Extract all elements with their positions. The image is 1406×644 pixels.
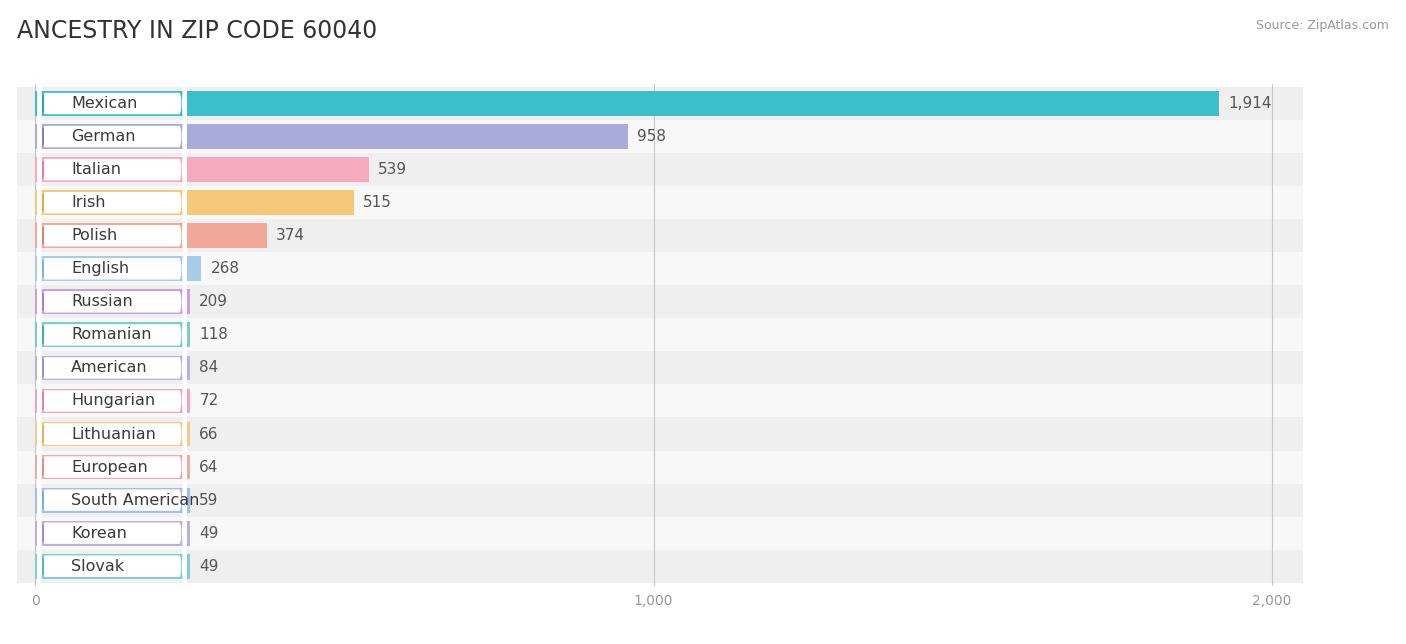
Bar (35, 323, 190, 347)
Bar (35, 455, 75, 480)
FancyBboxPatch shape (17, 252, 1303, 285)
Bar (35, 488, 72, 513)
Text: 515: 515 (363, 195, 392, 210)
Text: Hungarian: Hungarian (72, 393, 156, 408)
FancyBboxPatch shape (38, 48, 187, 644)
FancyBboxPatch shape (17, 516, 1303, 550)
Bar (35, 355, 87, 381)
FancyBboxPatch shape (38, 0, 187, 621)
Bar (35, 124, 627, 149)
Text: Korean: Korean (72, 526, 127, 541)
FancyBboxPatch shape (17, 120, 1303, 153)
Text: Source: ZipAtlas.com: Source: ZipAtlas.com (1256, 19, 1389, 32)
FancyBboxPatch shape (38, 15, 187, 644)
Text: 59: 59 (200, 493, 218, 507)
Bar (35, 521, 66, 545)
Text: 539: 539 (378, 162, 408, 177)
Bar (35, 323, 108, 347)
FancyBboxPatch shape (38, 180, 187, 644)
Bar (35, 422, 76, 446)
Text: 1,914: 1,914 (1227, 96, 1271, 111)
FancyBboxPatch shape (17, 451, 1303, 484)
FancyBboxPatch shape (17, 285, 1303, 318)
FancyBboxPatch shape (17, 318, 1303, 352)
Text: ANCESTRY IN ZIP CODE 60040: ANCESTRY IN ZIP CODE 60040 (17, 19, 377, 43)
Text: 958: 958 (637, 129, 666, 144)
Text: German: German (72, 129, 136, 144)
Text: 374: 374 (276, 228, 305, 243)
Text: 268: 268 (211, 261, 239, 276)
Bar (35, 554, 66, 578)
Bar (35, 388, 80, 413)
Text: European: European (72, 460, 148, 475)
Bar (35, 554, 190, 578)
Text: Italian: Italian (72, 162, 121, 177)
FancyBboxPatch shape (38, 0, 187, 522)
Bar (35, 223, 267, 248)
FancyBboxPatch shape (17, 87, 1303, 120)
Bar (35, 289, 165, 314)
Bar (35, 488, 190, 513)
Text: Polish: Polish (72, 228, 118, 243)
Text: Mexican: Mexican (72, 96, 138, 111)
Text: Irish: Irish (72, 195, 105, 210)
Text: 118: 118 (200, 327, 228, 343)
FancyBboxPatch shape (17, 219, 1303, 252)
Bar (35, 355, 190, 381)
Bar (35, 455, 190, 480)
Bar (35, 422, 190, 446)
Bar (35, 91, 1219, 116)
Text: South American: South American (72, 493, 200, 507)
Bar (35, 157, 368, 182)
Text: American: American (72, 361, 148, 375)
FancyBboxPatch shape (38, 0, 187, 644)
FancyBboxPatch shape (38, 0, 187, 589)
Bar (35, 190, 354, 215)
Bar (35, 289, 190, 314)
FancyBboxPatch shape (38, 114, 187, 644)
Text: Russian: Russian (72, 294, 134, 309)
FancyBboxPatch shape (17, 550, 1303, 583)
FancyBboxPatch shape (17, 186, 1303, 219)
Text: English: English (72, 261, 129, 276)
Text: 72: 72 (200, 393, 218, 408)
FancyBboxPatch shape (17, 352, 1303, 384)
Bar (35, 256, 201, 281)
FancyBboxPatch shape (38, 0, 187, 644)
Text: 64: 64 (200, 460, 218, 475)
FancyBboxPatch shape (38, 0, 187, 644)
Text: 84: 84 (200, 361, 218, 375)
Bar (35, 388, 190, 413)
FancyBboxPatch shape (17, 384, 1303, 417)
Text: Lithuanian: Lithuanian (72, 426, 156, 442)
FancyBboxPatch shape (17, 484, 1303, 516)
Text: 49: 49 (200, 526, 218, 541)
Text: 66: 66 (200, 426, 219, 442)
FancyBboxPatch shape (38, 147, 187, 644)
FancyBboxPatch shape (38, 0, 187, 556)
Text: Slovak: Slovak (72, 559, 124, 574)
Text: Romanian: Romanian (72, 327, 152, 343)
Bar (35, 521, 190, 545)
FancyBboxPatch shape (38, 0, 187, 489)
FancyBboxPatch shape (38, 0, 187, 644)
Text: 49: 49 (200, 559, 218, 574)
Text: 209: 209 (200, 294, 228, 309)
FancyBboxPatch shape (17, 417, 1303, 451)
FancyBboxPatch shape (38, 81, 187, 644)
FancyBboxPatch shape (17, 153, 1303, 186)
